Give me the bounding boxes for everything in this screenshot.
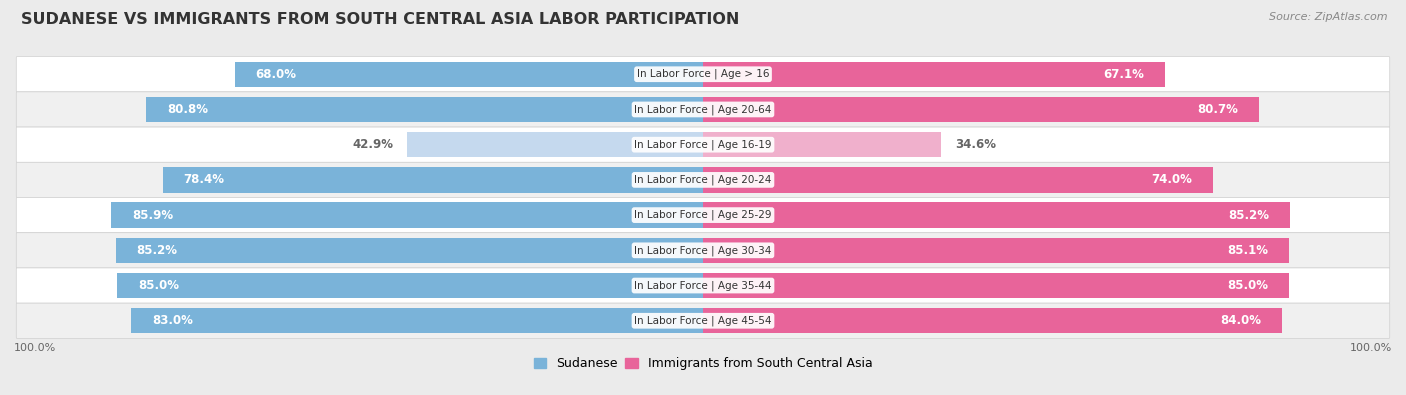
Text: 68.0%: 68.0% [256, 68, 297, 81]
Text: 83.0%: 83.0% [152, 314, 193, 327]
FancyBboxPatch shape [17, 303, 1389, 339]
Text: In Labor Force | Age 20-64: In Labor Force | Age 20-64 [634, 104, 772, 115]
Text: SUDANESE VS IMMIGRANTS FROM SOUTH CENTRAL ASIA LABOR PARTICIPATION: SUDANESE VS IMMIGRANTS FROM SOUTH CENTRA… [21, 12, 740, 27]
Text: 34.6%: 34.6% [955, 138, 997, 151]
Text: In Labor Force | Age > 16: In Labor Force | Age > 16 [637, 69, 769, 79]
Text: 80.8%: 80.8% [167, 103, 208, 116]
FancyBboxPatch shape [17, 92, 1389, 127]
Text: 85.2%: 85.2% [1229, 209, 1270, 222]
Text: In Labor Force | Age 20-24: In Labor Force | Age 20-24 [634, 175, 772, 185]
Text: 100.0%: 100.0% [14, 342, 56, 353]
Bar [703, 62, 1166, 87]
Bar [408, 132, 703, 157]
FancyBboxPatch shape [17, 162, 1389, 198]
Text: 100.0%: 100.0% [1350, 342, 1392, 353]
Bar [703, 132, 942, 157]
Bar [703, 308, 1282, 333]
Text: 84.0%: 84.0% [1220, 314, 1261, 327]
Text: 80.7%: 80.7% [1198, 103, 1239, 116]
Text: In Labor Force | Age 30-34: In Labor Force | Age 30-34 [634, 245, 772, 256]
Bar [111, 202, 703, 228]
Bar [117, 238, 703, 263]
Bar [703, 238, 1289, 263]
Bar [163, 167, 703, 193]
Bar [146, 97, 703, 122]
Text: 85.0%: 85.0% [1227, 279, 1268, 292]
Text: 42.9%: 42.9% [353, 138, 394, 151]
Bar [703, 273, 1289, 298]
Text: 78.4%: 78.4% [184, 173, 225, 186]
Text: Source: ZipAtlas.com: Source: ZipAtlas.com [1270, 12, 1388, 22]
Bar [118, 273, 703, 298]
Text: In Labor Force | Age 35-44: In Labor Force | Age 35-44 [634, 280, 772, 291]
Bar [703, 167, 1213, 193]
Text: 85.9%: 85.9% [132, 209, 173, 222]
Text: 85.2%: 85.2% [136, 244, 177, 257]
Bar [235, 62, 703, 87]
FancyBboxPatch shape [17, 198, 1389, 233]
Text: 67.1%: 67.1% [1104, 68, 1144, 81]
Bar [703, 202, 1289, 228]
Bar [703, 97, 1258, 122]
FancyBboxPatch shape [17, 56, 1389, 92]
FancyBboxPatch shape [17, 268, 1389, 303]
Text: In Labor Force | Age 16-19: In Labor Force | Age 16-19 [634, 139, 772, 150]
Text: In Labor Force | Age 45-54: In Labor Force | Age 45-54 [634, 316, 772, 326]
Bar [131, 308, 703, 333]
Text: 85.1%: 85.1% [1227, 244, 1268, 257]
Text: 74.0%: 74.0% [1152, 173, 1192, 186]
Text: 85.0%: 85.0% [138, 279, 179, 292]
FancyBboxPatch shape [17, 127, 1389, 162]
Text: In Labor Force | Age 25-29: In Labor Force | Age 25-29 [634, 210, 772, 220]
Legend: Sudanese, Immigrants from South Central Asia: Sudanese, Immigrants from South Central … [529, 352, 877, 375]
FancyBboxPatch shape [17, 233, 1389, 268]
